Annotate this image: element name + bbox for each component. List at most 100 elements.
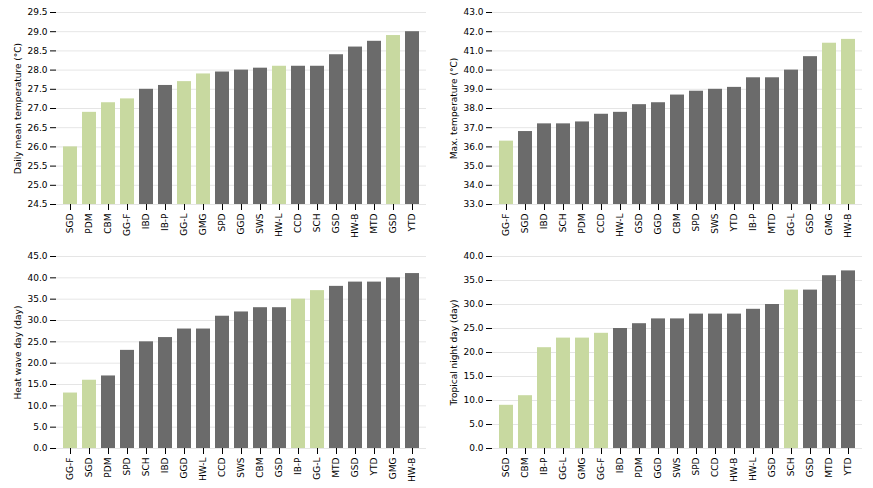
svg-text:IBD: IBD xyxy=(160,457,170,473)
svg-text:CCD: CCD xyxy=(710,457,720,477)
svg-text:SGD: SGD xyxy=(501,457,511,477)
svg-text:5.0: 5.0 xyxy=(33,422,48,432)
svg-text:SCH: SCH xyxy=(786,458,796,477)
svg-text:SCH: SCH xyxy=(141,458,151,477)
svg-text:Heat wave day (day): Heat wave day (day) xyxy=(13,306,23,400)
svg-text:36.0: 36.0 xyxy=(463,142,483,152)
svg-text:27.0: 27.0 xyxy=(27,103,47,113)
svg-text:43.0: 43.0 xyxy=(463,7,483,17)
svg-text:PDM: PDM xyxy=(103,458,113,478)
svg-text:15.0: 15.0 xyxy=(27,379,47,389)
svg-text:HW-B: HW-B xyxy=(729,458,739,482)
svg-text:GG-L: GG-L xyxy=(179,214,189,236)
svg-text:35.0: 35.0 xyxy=(463,161,483,171)
svg-text:IB-P: IB-P xyxy=(160,213,170,231)
svg-text:Max. temperature (°C): Max. temperature (°C) xyxy=(449,58,459,160)
svg-text:35.0: 35.0 xyxy=(27,294,47,304)
svg-text:38.0: 38.0 xyxy=(463,103,483,113)
svg-text:SPD: SPD xyxy=(691,213,701,231)
svg-text:20.0: 20.0 xyxy=(27,358,47,368)
svg-text:GMG: GMG xyxy=(388,457,398,479)
svg-text:HW-B: HW-B xyxy=(350,214,360,238)
svg-text:10.0: 10.0 xyxy=(27,401,47,411)
svg-text:0.0: 0.0 xyxy=(469,443,484,453)
svg-text:GSD: GSD xyxy=(388,213,398,233)
svg-text:26.5: 26.5 xyxy=(27,123,47,133)
svg-text:15.0: 15.0 xyxy=(463,371,483,381)
svg-text:SCH: SCH xyxy=(312,214,322,233)
svg-text:HW-L: HW-L xyxy=(198,458,208,482)
svg-text:MTD: MTD xyxy=(767,213,777,233)
svg-text:30.0: 30.0 xyxy=(463,299,483,309)
svg-text:10.0: 10.0 xyxy=(463,395,483,405)
svg-text:PDM: PDM xyxy=(577,214,587,234)
svg-text:GMG: GMG xyxy=(577,457,587,479)
svg-text:GSD: GSD xyxy=(805,213,815,233)
svg-text:IB-P: IB-P xyxy=(748,213,758,231)
svg-text:SGD: SGD xyxy=(520,213,530,233)
svg-text:SWS: SWS xyxy=(255,213,265,234)
svg-text:30.0: 30.0 xyxy=(27,315,47,325)
svg-text:25.0: 25.0 xyxy=(27,180,47,190)
svg-text:GSD: GSD xyxy=(805,457,815,477)
svg-text:YTD: YTD xyxy=(407,213,417,232)
svg-text:SWS: SWS xyxy=(710,213,720,234)
svg-text:CBM: CBM xyxy=(255,458,265,478)
svg-text:40.0: 40.0 xyxy=(27,273,47,283)
svg-text:MTD: MTD xyxy=(331,457,341,477)
svg-text:GMG: GMG xyxy=(198,213,208,235)
svg-text:28.5: 28.5 xyxy=(27,46,47,56)
svg-text:5.0: 5.0 xyxy=(469,419,484,429)
svg-text:CBM: CBM xyxy=(520,458,530,478)
svg-text:YTD: YTD xyxy=(369,457,379,476)
svg-text:29.5: 29.5 xyxy=(27,7,47,17)
svg-text:HW-L: HW-L xyxy=(748,458,758,482)
svg-text:SGD: SGD xyxy=(65,213,75,233)
svg-text:39.0: 39.0 xyxy=(463,84,483,94)
svg-text:MTD: MTD xyxy=(824,457,834,477)
svg-text:YTD: YTD xyxy=(729,213,739,232)
svg-text:GG-L: GG-L xyxy=(786,214,796,236)
svg-text:HW-B: HW-B xyxy=(407,458,417,482)
svg-text:SPD: SPD xyxy=(122,457,132,475)
svg-text:20.0: 20.0 xyxy=(463,347,483,357)
svg-text:HW-B: HW-B xyxy=(843,214,853,238)
svg-text:IB-P: IB-P xyxy=(539,457,549,475)
svg-text:42.0: 42.0 xyxy=(463,27,483,37)
svg-text:GG-L: GG-L xyxy=(558,458,568,480)
svg-text:GG-L: GG-L xyxy=(312,458,322,480)
svg-text:PDM: PDM xyxy=(634,458,644,478)
svg-text:Daily mean temperature (°C): Daily mean temperature (°C) xyxy=(13,43,23,174)
svg-text:28.0: 28.0 xyxy=(27,65,47,75)
svg-text:SWS: SWS xyxy=(236,457,246,478)
svg-text:GSD: GSD xyxy=(634,213,644,233)
svg-text:GG-F: GG-F xyxy=(596,458,606,480)
svg-text:25.0: 25.0 xyxy=(463,323,483,333)
svg-text:0.0: 0.0 xyxy=(33,443,48,453)
svg-text:GGD: GGD xyxy=(179,457,189,478)
svg-text:45.0: 45.0 xyxy=(27,251,47,261)
svg-text:GG-F: GG-F xyxy=(501,214,511,236)
svg-text:Tropical night day (day): Tropical night day (day) xyxy=(449,299,459,406)
svg-text:33.0: 33.0 xyxy=(463,199,483,209)
svg-text:PDM: PDM xyxy=(84,214,94,234)
svg-text:SPD: SPD xyxy=(217,213,227,231)
svg-text:GGD: GGD xyxy=(653,213,663,234)
svg-text:GSD: GSD xyxy=(350,457,360,477)
svg-text:SWS: SWS xyxy=(672,457,682,478)
svg-text:IB-P: IB-P xyxy=(293,457,303,475)
svg-text:SGD: SGD xyxy=(84,457,94,477)
svg-text:34.0: 34.0 xyxy=(463,180,483,190)
svg-text:40.0: 40.0 xyxy=(463,251,483,261)
svg-text:25.0: 25.0 xyxy=(27,337,47,347)
svg-text:CBM: CBM xyxy=(103,214,113,234)
svg-text:CCD: CCD xyxy=(293,213,303,233)
svg-text:CCD: CCD xyxy=(596,213,606,233)
svg-text:CCD: CCD xyxy=(217,457,227,477)
svg-text:29.0: 29.0 xyxy=(27,27,47,37)
svg-text:GSD: GSD xyxy=(274,457,284,477)
svg-text:HW-L: HW-L xyxy=(615,214,625,238)
svg-text:GSD: GSD xyxy=(767,457,777,477)
svg-text:IBD: IBD xyxy=(615,457,625,473)
svg-text:GSD: GSD xyxy=(331,213,341,233)
